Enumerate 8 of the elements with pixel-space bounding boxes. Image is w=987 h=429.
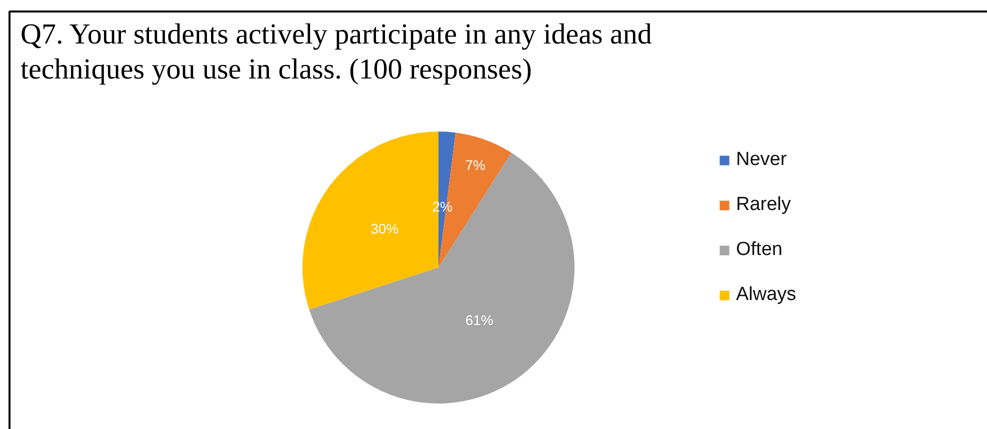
data-label: 7% (465, 157, 486, 174)
data-label: 30% (370, 220, 399, 236)
legend-label: Rarely (736, 194, 791, 216)
legend-label: Always (736, 284, 796, 306)
chart-title: Q7. Your students actively participate in any ideas and techniques you use in class. (100 responses) (20, 18, 652, 86)
legend-label: Often (736, 239, 782, 261)
legend-label: Never (736, 149, 787, 171)
data-label: 61% (465, 312, 494, 328)
